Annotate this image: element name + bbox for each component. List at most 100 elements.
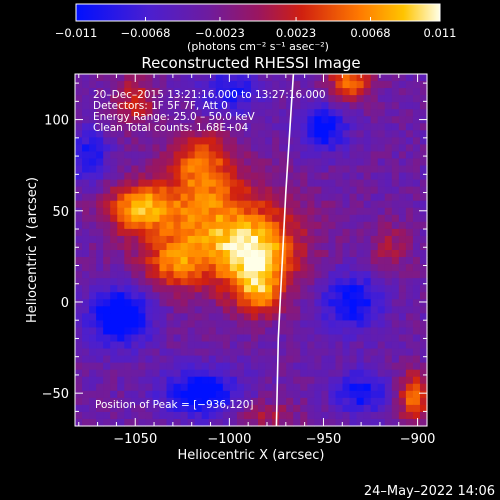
heatmap-cell: [286, 172, 294, 181]
heatmap-cell: [201, 264, 210, 272]
heatmap-cell: [236, 137, 245, 145]
heatmap-cell: [412, 299, 421, 307]
heatmap-cell: [131, 299, 139, 307]
heatmap-cell: [391, 404, 400, 413]
heatmap-cell: [265, 362, 273, 371]
heatmap-cell: [363, 144, 372, 153]
heatmap-cell: [180, 278, 189, 286]
heatmap-cell: [82, 116, 90, 124]
heatmap-cell: [236, 151, 245, 160]
heatmap-cell: [208, 130, 217, 138]
heatmap-cell: [258, 299, 266, 307]
heatmap-cell: [103, 292, 111, 300]
heatmap-cell: [138, 200, 146, 209]
heatmap-cell: [145, 334, 154, 343]
heatmap-cell: [89, 404, 97, 413]
heatmap-cell: [398, 278, 407, 286]
heatmap-cell: [236, 81, 245, 89]
heatmap-cell: [265, 327, 273, 336]
heatmap-cell: [173, 250, 182, 258]
heatmap-cell: [152, 179, 161, 188]
heatmap-cell: [145, 235, 154, 244]
heatmap-cell: [356, 109, 365, 117]
heatmap-cell: [377, 165, 386, 174]
heatmap-cell: [251, 271, 259, 279]
heatmap-cell: [342, 250, 351, 258]
heatmap-cell: [89, 151, 97, 160]
heatmap-cell: [349, 285, 358, 293]
heatmap-cell: [321, 341, 330, 350]
heatmap-cell: [314, 130, 322, 138]
heatmap-cell: [117, 242, 125, 251]
heatmap-cell: [159, 165, 168, 174]
heatmap-cell: [342, 200, 351, 209]
heatmap-cell: [96, 250, 104, 258]
heatmap-cell: [152, 327, 161, 336]
heatmap-cell: [412, 369, 421, 378]
heatmap-cell: [391, 214, 400, 223]
heatmap-cell: [145, 193, 154, 202]
heatmap-cell: [166, 390, 175, 399]
heatmap-cell: [243, 369, 252, 378]
heatmap-cell: [194, 278, 203, 286]
heatmap-cell: [265, 299, 273, 307]
heatmap-cell: [180, 362, 189, 371]
heatmap-cell: [236, 193, 245, 202]
heatmap-cell: [391, 418, 400, 427]
heatmap-cell: [180, 285, 189, 293]
heatmap-cell: [363, 285, 372, 293]
heatmap-cell: [166, 235, 175, 244]
heatmap-cell: [89, 214, 97, 223]
heatmap-cell: [286, 250, 294, 258]
heatmap-cell: [138, 81, 146, 89]
heatmap-cell: [314, 411, 322, 420]
heatmap-cell: [89, 292, 97, 300]
colorbar-gradient: [75, 3, 441, 22]
heatmap-cell: [82, 214, 90, 223]
heatmap-cell: [152, 144, 161, 153]
heatmap-cell: [201, 116, 210, 124]
heatmap-cell: [356, 221, 365, 230]
heatmap-cell: [258, 397, 266, 406]
heatmap-cell: [159, 264, 168, 272]
heatmap-cell: [377, 130, 386, 138]
heatmap-cell: [377, 257, 386, 265]
heatmap-cell: [229, 214, 238, 223]
heatmap-cell: [103, 320, 111, 329]
heatmap-cell: [117, 411, 125, 420]
heatmap-cell: [419, 158, 428, 167]
heatmap-cell: [321, 348, 330, 357]
heatmap-cell: [349, 242, 358, 251]
heatmap-cell: [187, 95, 196, 103]
heatmap-cell: [293, 74, 301, 82]
heatmap-cell: [293, 242, 301, 251]
heatmap-cell: [145, 271, 154, 279]
heatmap-cell: [145, 341, 154, 350]
heatmap-cell: [173, 285, 182, 293]
heatmap-cell: [173, 200, 182, 209]
heatmap-cell: [243, 362, 252, 371]
heatmap-cell: [152, 271, 161, 279]
heatmap-cell: [405, 242, 414, 251]
heatmap-cell: [187, 271, 196, 279]
heatmap-cell: [152, 95, 161, 103]
heatmap-cell: [377, 193, 386, 202]
heatmap-cell: [138, 376, 146, 385]
heatmap-cell: [314, 200, 322, 209]
heatmap-cell: [398, 102, 407, 110]
heatmap-cell: [251, 320, 259, 329]
heatmap-cell: [272, 193, 280, 202]
heatmap-cell: [349, 179, 358, 188]
heatmap-cell: [314, 271, 322, 279]
heatmap-cell: [229, 362, 238, 371]
heatmap-cell: [229, 306, 238, 314]
heatmap-cell: [356, 348, 365, 357]
heatmap-cell: [152, 404, 161, 413]
heatmap-cell: [335, 383, 344, 392]
heatmap-cell: [412, 418, 421, 427]
heatmap-cell: [117, 214, 125, 223]
heatmap-cell: [258, 418, 266, 427]
heatmap-cell: [363, 264, 372, 272]
heatmap-cell: [117, 278, 125, 286]
heatmap-cell: [265, 306, 273, 314]
